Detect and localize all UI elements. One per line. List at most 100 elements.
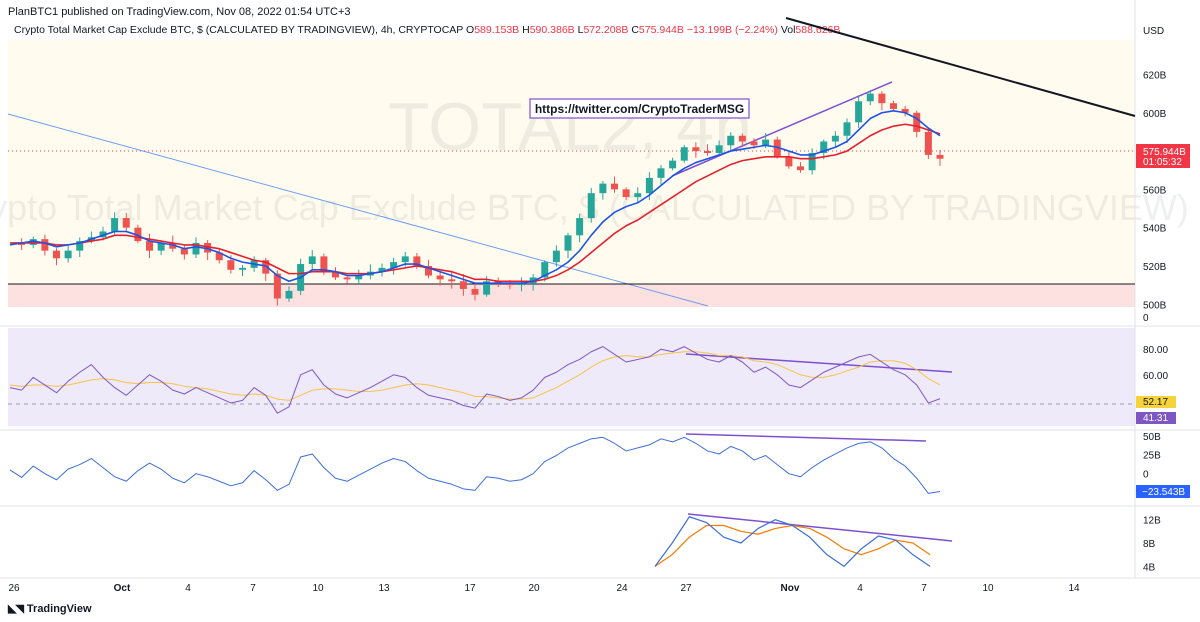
rsi-ma-value: 52.17 <box>1143 397 1168 408</box>
price-tick-label: 540B <box>1143 224 1167 235</box>
price-tick-label: 620B <box>1143 70 1167 81</box>
candle-body <box>901 108 909 113</box>
symbol-name[interactable]: Crypto Total Market Cap Exclude BTC, $ (… <box>14 24 464 36</box>
osc-tick-label: 0 <box>1143 470 1149 481</box>
candle-body <box>413 256 421 266</box>
candle-body <box>890 103 897 109</box>
candle-body <box>855 101 863 123</box>
rsi-divergence-line[interactable] <box>685 353 953 373</box>
time-tick-label: 10 <box>982 583 994 594</box>
twitter-link-text[interactable]: https://twitter.com/CryptoTraderMSG <box>535 102 744 116</box>
candle-body <box>494 281 502 284</box>
macd-tick-label: 4B <box>1143 562 1156 573</box>
tradingview-logo-icon: ◣◥ <box>8 603 24 615</box>
indicator-lines-group <box>9 110 941 567</box>
candle-body <box>332 271 339 278</box>
candle-body <box>273 273 281 299</box>
candle-body <box>738 135 746 142</box>
close-value: 575.944B <box>638 24 684 36</box>
candle-body <box>192 242 200 255</box>
candle-body <box>76 241 84 251</box>
time-tick-label: 10 <box>312 583 324 594</box>
candle-body <box>343 277 351 280</box>
candle-body <box>541 262 549 278</box>
candle-body <box>913 112 921 132</box>
black-resistance-trendline[interactable] <box>785 17 1136 117</box>
candle-body <box>390 262 398 268</box>
candle-body <box>924 131 932 155</box>
candle-body <box>378 267 386 272</box>
time-tick-label: 4 <box>857 583 863 594</box>
candle-body <box>704 151 711 153</box>
tradingview-brand-text: TradingView <box>26 603 92 615</box>
candle-body <box>111 218 119 232</box>
blue-descending-trendline[interactable] <box>7 113 709 307</box>
low-label: L <box>577 24 584 36</box>
candle-body <box>576 218 584 236</box>
candle-body <box>122 218 130 228</box>
price-axis[interactable]: 620B600B580B560B540B520B500B <box>1143 70 1167 311</box>
time-axis[interactable]: 26 Oct 4 7 10 13 17 20 24 27 Nov 4 7 10 14 <box>8 583 1080 594</box>
candle-body <box>727 135 735 146</box>
candle-body <box>762 139 770 146</box>
macd-divergence-line[interactable] <box>687 513 953 542</box>
time-tick-label: 26 <box>8 583 20 594</box>
candle-body <box>436 275 444 280</box>
time-tick-label: 7 <box>250 583 256 594</box>
candle-body <box>587 193 595 219</box>
symbol-header: Crypto Total Market Cap Exclude BTC, $ (… <box>14 24 840 36</box>
currency-label: USD <box>1143 26 1164 37</box>
candle-body <box>692 147 700 152</box>
time-tick-label: Oct <box>114 583 131 594</box>
candle-body <box>866 93 874 102</box>
osc-tick-label: 25B <box>1143 451 1161 462</box>
candle-body <box>425 265 432 276</box>
last-price-value: 575.944B <box>1143 147 1186 158</box>
candle-body <box>227 260 235 270</box>
candle-body <box>843 122 851 136</box>
candle-body <box>552 250 560 263</box>
macd-signal-line <box>654 524 931 567</box>
open-label: O <box>466 24 475 36</box>
low-value: 572.208B <box>583 24 629 36</box>
ema-slow-line <box>10 123 941 283</box>
volume-label: Vol <box>780 24 796 36</box>
rsi-band <box>8 328 1135 426</box>
rsi-ma-line <box>9 351 941 401</box>
candle-body <box>215 252 223 261</box>
osc-divergence-line[interactable] <box>685 433 927 442</box>
high-label: H <box>522 24 530 36</box>
candle-body <box>29 239 37 245</box>
macd-axis[interactable]: 12B 8B 4B <box>1143 516 1161 574</box>
publisher-line: PlanBTC1 published on TradingView.com, N… <box>8 6 351 18</box>
candle-body <box>657 168 665 178</box>
price-tick-label: 520B <box>1143 262 1167 273</box>
rsi-line <box>9 346 941 414</box>
rsi-value: 41.31 <box>1143 413 1168 424</box>
time-tick-label: 27 <box>680 583 692 594</box>
candle-body <box>634 193 642 198</box>
candle-body <box>750 141 758 146</box>
twitter-link-box[interactable] <box>529 98 750 119</box>
open-value: 589.153B <box>474 24 520 36</box>
time-tick-label: 24 <box>616 583 628 594</box>
candle-body <box>820 141 828 153</box>
candle-body <box>506 283 514 286</box>
ema-fast-line <box>9 110 941 284</box>
rsi-axis[interactable]: 80.00 60.00 <box>1143 345 1168 382</box>
candle-body <box>459 281 467 289</box>
candle-body <box>797 166 804 171</box>
oscillator-line <box>9 436 941 494</box>
price-axis-zero: 0 <box>1143 313 1149 324</box>
candle-body <box>471 288 479 295</box>
price-tick-label: 500B <box>1143 300 1167 311</box>
price-divergence-line[interactable] <box>671 81 893 177</box>
candle-body <box>99 231 107 238</box>
candle-body <box>831 135 839 142</box>
candle-body <box>285 290 293 299</box>
candle-body <box>180 248 188 255</box>
tradingview-branding[interactable]: ◣◥ TradingView <box>8 602 92 615</box>
oscillator-axis[interactable]: 50B 25B 0 <box>1143 432 1161 481</box>
bar-countdown: 01:05:32 <box>1143 157 1182 168</box>
